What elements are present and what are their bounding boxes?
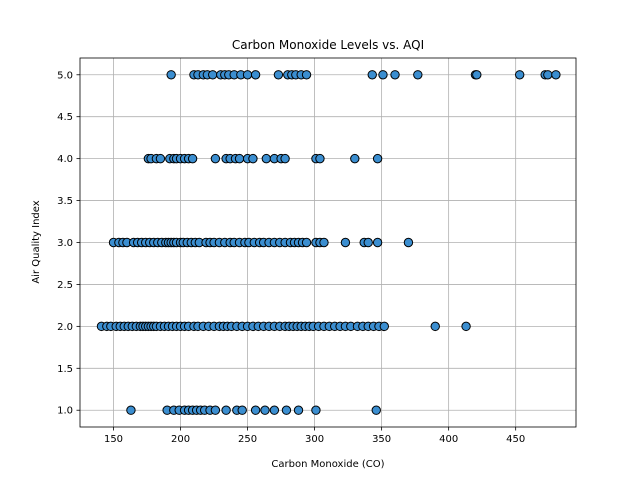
scatter-point	[379, 321, 390, 332]
y-tick-label: 1.5	[57, 364, 73, 375]
x-tick-label: 150	[104, 434, 123, 445]
scatter-point	[273, 70, 284, 80]
scatter-point	[301, 237, 312, 248]
scatter-point	[363, 237, 373, 248]
chart-title: Carbon Monoxide Levels vs. AQI	[232, 38, 424, 52]
x-tick-label: 300	[305, 434, 324, 445]
scatter-point	[315, 153, 325, 164]
scatter-point	[242, 70, 253, 80]
scatter-point	[234, 153, 245, 164]
y-tick-label: 3.0	[57, 238, 73, 249]
scatter-point	[551, 70, 561, 80]
scatter-point	[367, 70, 377, 80]
data-points	[96, 70, 561, 415]
x-axis-ticks: 150 200 250 300 350 400 450	[104, 427, 525, 445]
scatter-point	[403, 237, 414, 248]
scatter-point	[281, 405, 292, 415]
y-tick-label: 4.0	[57, 154, 73, 165]
scatter-point	[371, 405, 381, 415]
scatter-point	[372, 153, 383, 164]
y-tick-label: 5.0	[57, 70, 73, 81]
y-tick-label: 3.5	[57, 196, 73, 207]
scatter-point	[261, 153, 272, 164]
y-tick-label: 2.0	[57, 322, 73, 333]
scatter-point	[378, 70, 388, 80]
y-axis-ticks: 1.0 1.5 2.0 2.5 3.0 3.5 4.0 4.5 5.0	[57, 70, 80, 417]
scatter-point	[350, 153, 360, 164]
scatter-point	[311, 405, 321, 415]
x-tick-label: 250	[238, 434, 257, 445]
x-tick-label: 350	[372, 434, 391, 445]
y-tick-label: 1.0	[57, 406, 73, 417]
y-tick-label: 2.5	[57, 280, 73, 291]
scatter-point	[237, 405, 247, 415]
scatter-point	[293, 405, 304, 415]
x-tick-label: 400	[439, 434, 458, 445]
x-tick-label: 200	[171, 434, 190, 445]
scatter-point	[166, 70, 176, 80]
scatter-point	[221, 405, 231, 415]
scatter-point	[514, 70, 525, 80]
scatter-point	[250, 70, 261, 80]
scatter-point	[301, 70, 312, 80]
y-axis-label: Air Quality Index	[31, 200, 42, 283]
scatter-point	[187, 153, 198, 164]
scatter-point	[472, 70, 482, 80]
x-axis-label: Carbon Monoxide (CO)	[271, 459, 384, 470]
scatter-point	[250, 405, 261, 415]
scatter-point	[126, 405, 136, 415]
scatter-point	[430, 321, 440, 332]
scatter-point	[210, 405, 221, 415]
y-tick-label: 4.5	[57, 112, 73, 123]
scatter-point	[319, 237, 329, 248]
scatter-point	[269, 405, 280, 415]
scatter-point	[372, 237, 383, 248]
scatter-point	[210, 153, 221, 164]
scatter-point	[280, 153, 290, 164]
scatter-point	[155, 153, 166, 164]
x-tick-label: 450	[506, 434, 525, 445]
scatter-point	[461, 321, 471, 332]
scatter-point	[543, 70, 553, 80]
scatter-point	[390, 70, 400, 80]
scatter-point	[260, 405, 270, 415]
scatter-point	[413, 70, 423, 80]
scatter-point	[208, 70, 218, 80]
scatter-point	[248, 153, 258, 164]
scatter-point	[340, 237, 351, 248]
